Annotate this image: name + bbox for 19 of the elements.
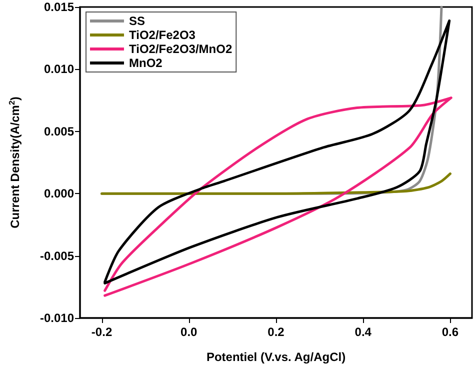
x-tick-label: 0.0 [180,325,198,339]
y-axis-title: Current Density(A/cm2) [8,96,22,228]
x-tick-label: 0.2 [268,325,285,339]
legend-label: TiO2/Fe2O3/MnO2 [129,42,232,56]
legend-label: TiO2/Fe2O3 [129,28,196,42]
y-tick-label: -0.010 [40,311,74,325]
line-series [104,96,452,297]
legend-label: SS [129,14,146,28]
y-tick-label: 0.000 [44,186,74,201]
legend-label: MnO2 [129,56,163,70]
x-tick-label: -0.2 [91,325,112,339]
y-tick-label: 0.005 [44,124,74,138]
x-tick-label: 0.4 [354,325,372,339]
x-axis-title: Potentiel (V.vs. Ag/AgCl) [206,350,346,364]
line-series [100,172,452,195]
x-tick-label: 0.6 [442,325,459,339]
y-tick-label: 0.010 [44,62,74,76]
y-tick-label: 0.015 [44,0,74,14]
y-tick-label: -0.005 [40,248,74,263]
